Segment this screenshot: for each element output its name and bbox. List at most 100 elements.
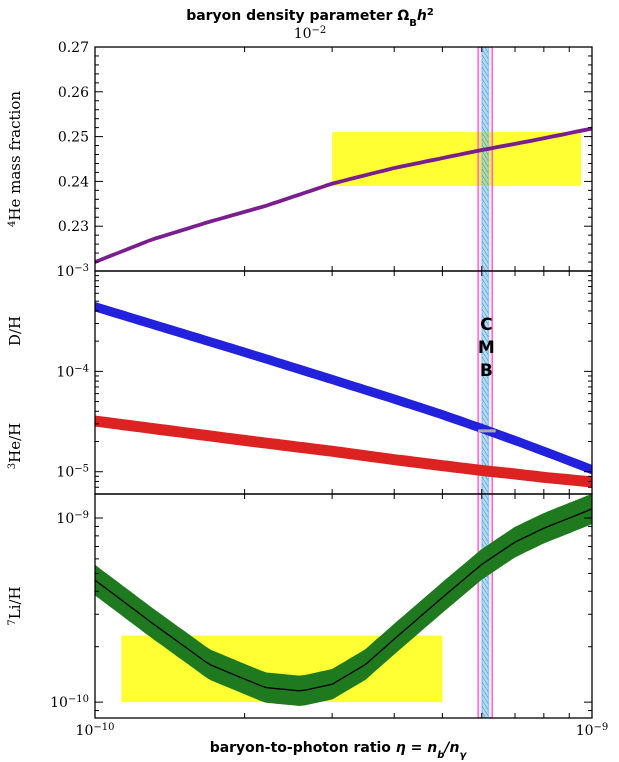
cmb-hatch <box>481 252 489 264</box>
cmb-hatch <box>481 368 489 380</box>
cmb-hatch <box>481 240 489 252</box>
cmb-hatch <box>481 284 489 296</box>
cmb-hatch <box>481 446 489 458</box>
cmb-hatch <box>481 615 489 627</box>
cmb-hatch <box>481 296 489 308</box>
y-tick-label: 0.27 <box>58 40 89 56</box>
cmb-hatch <box>481 332 489 344</box>
cmb-hatch <box>487 47 489 48</box>
cmb-hatch <box>481 272 489 284</box>
cmb-hatch <box>481 96 489 108</box>
cmb-hatch <box>481 150 489 162</box>
top-axis-tick-label: 10−2 <box>294 25 327 43</box>
cmb-hatch <box>481 326 489 338</box>
cmb-hatch <box>481 645 489 657</box>
cmb-hatch <box>481 609 489 621</box>
cmb-hatch <box>481 386 489 398</box>
cmb-hatch <box>481 120 489 132</box>
cmb-hatch <box>481 621 489 633</box>
cmb-band-inner <box>481 494 489 718</box>
cmb-hatch <box>481 162 489 174</box>
cmb-hatch <box>481 48 489 60</box>
cmb-hatch <box>482 31 488 41</box>
x-tick-label: 10−9 <box>576 722 609 740</box>
cmb-hatch <box>481 639 489 651</box>
cmb-hatch <box>482 7 488 17</box>
cmb-hatch <box>481 258 489 270</box>
y-tick-label: 10−9 <box>56 509 89 527</box>
cmb-hatch <box>481 198 489 210</box>
cmb-hatch <box>481 663 489 675</box>
x-axis-title: baryon-to-photon ratio η = nb/nγ <box>210 740 468 761</box>
cmb-hatch <box>481 90 489 102</box>
y-tick-label: 10−10 <box>50 694 89 712</box>
cmb-hatch <box>481 338 489 350</box>
cmb-hatch <box>481 627 489 639</box>
cmb-hatch <box>481 186 489 198</box>
cmb-band-inner <box>481 47 489 271</box>
cmb-hatch <box>481 507 489 519</box>
cmb-hatch <box>481 234 489 246</box>
cmb-label-letter: M <box>478 338 495 358</box>
cmb-band-inner <box>481 271 489 494</box>
cmb-hatch <box>481 410 489 422</box>
cmb-hatch <box>481 579 489 591</box>
panel-deuterium-helium-3 <box>95 271 592 494</box>
cmb-hatch <box>481 156 489 168</box>
cmb-hatch <box>481 699 489 711</box>
cmb-hatch <box>481 597 489 609</box>
y-tick-label: 0.24 <box>58 174 89 190</box>
cmb-hatch <box>481 687 489 699</box>
cmb-hatch <box>484 47 489 54</box>
cmb-label-letter: B <box>480 361 493 381</box>
series-band <box>95 494 592 707</box>
cmb-hatch <box>481 476 489 488</box>
y-axis-label-d: D/H <box>6 316 24 346</box>
cmb-hatch <box>481 525 489 537</box>
series-center-line <box>95 508 592 692</box>
panel-lithium-7 <box>95 494 592 718</box>
panel-helium-4 <box>95 7 592 271</box>
cmb-hatch <box>481 78 489 90</box>
cmb-hatch <box>481 488 486 494</box>
y-axis-label: 4He mass fraction <box>6 91 24 227</box>
y-tick-label: 0.23 <box>58 219 89 235</box>
panels: 0.23 0.24 0.25 0.26 0.27 4He mass fraction 10−… <box>6 7 609 740</box>
y-tick-label: 0.25 <box>58 130 89 146</box>
cmb-hatch <box>481 174 489 186</box>
cmb-hatch <box>481 651 489 663</box>
cmb-hatch <box>481 204 489 216</box>
cmb-hatch <box>481 398 489 410</box>
cmb-hatch <box>481 168 489 180</box>
series-band <box>95 301 592 475</box>
cmb-hatch <box>482 13 488 23</box>
cmb-label-letter: C <box>480 315 492 335</box>
cmb-hatch <box>481 513 489 525</box>
cmb-hatch <box>481 482 489 494</box>
cmb-hatch <box>481 374 489 386</box>
observation-box <box>332 132 581 186</box>
cmb-hatch <box>481 314 489 326</box>
cmb-hatch <box>481 264 487 271</box>
cmb-hatch <box>481 675 489 687</box>
cmb-hatch <box>481 380 489 392</box>
cmb-hatch <box>481 416 489 428</box>
cmb-hatch <box>481 60 489 72</box>
cmb-hatch <box>481 452 489 464</box>
cmb-hatch <box>481 633 489 645</box>
cmb-hatch <box>481 54 489 66</box>
cmb-hatch <box>481 434 489 446</box>
cmb-hatch <box>481 440 489 452</box>
y-axis-label-he3: 3He/H <box>6 423 24 469</box>
top-axis-title: baryon density parameter ΩBh2 <box>186 7 434 29</box>
cmb-hatch <box>481 132 489 144</box>
cmb-hatch <box>481 585 489 597</box>
cmb-hatch <box>481 519 489 531</box>
cmb-hatch <box>481 350 489 362</box>
y-tick-label: 10−4 <box>56 363 89 381</box>
cmb-hatch <box>481 228 489 240</box>
cmb-hatch <box>481 216 489 228</box>
cmb-hatch <box>481 705 489 717</box>
cmb-hatch <box>484 494 489 501</box>
cmb-hatch <box>481 693 489 705</box>
